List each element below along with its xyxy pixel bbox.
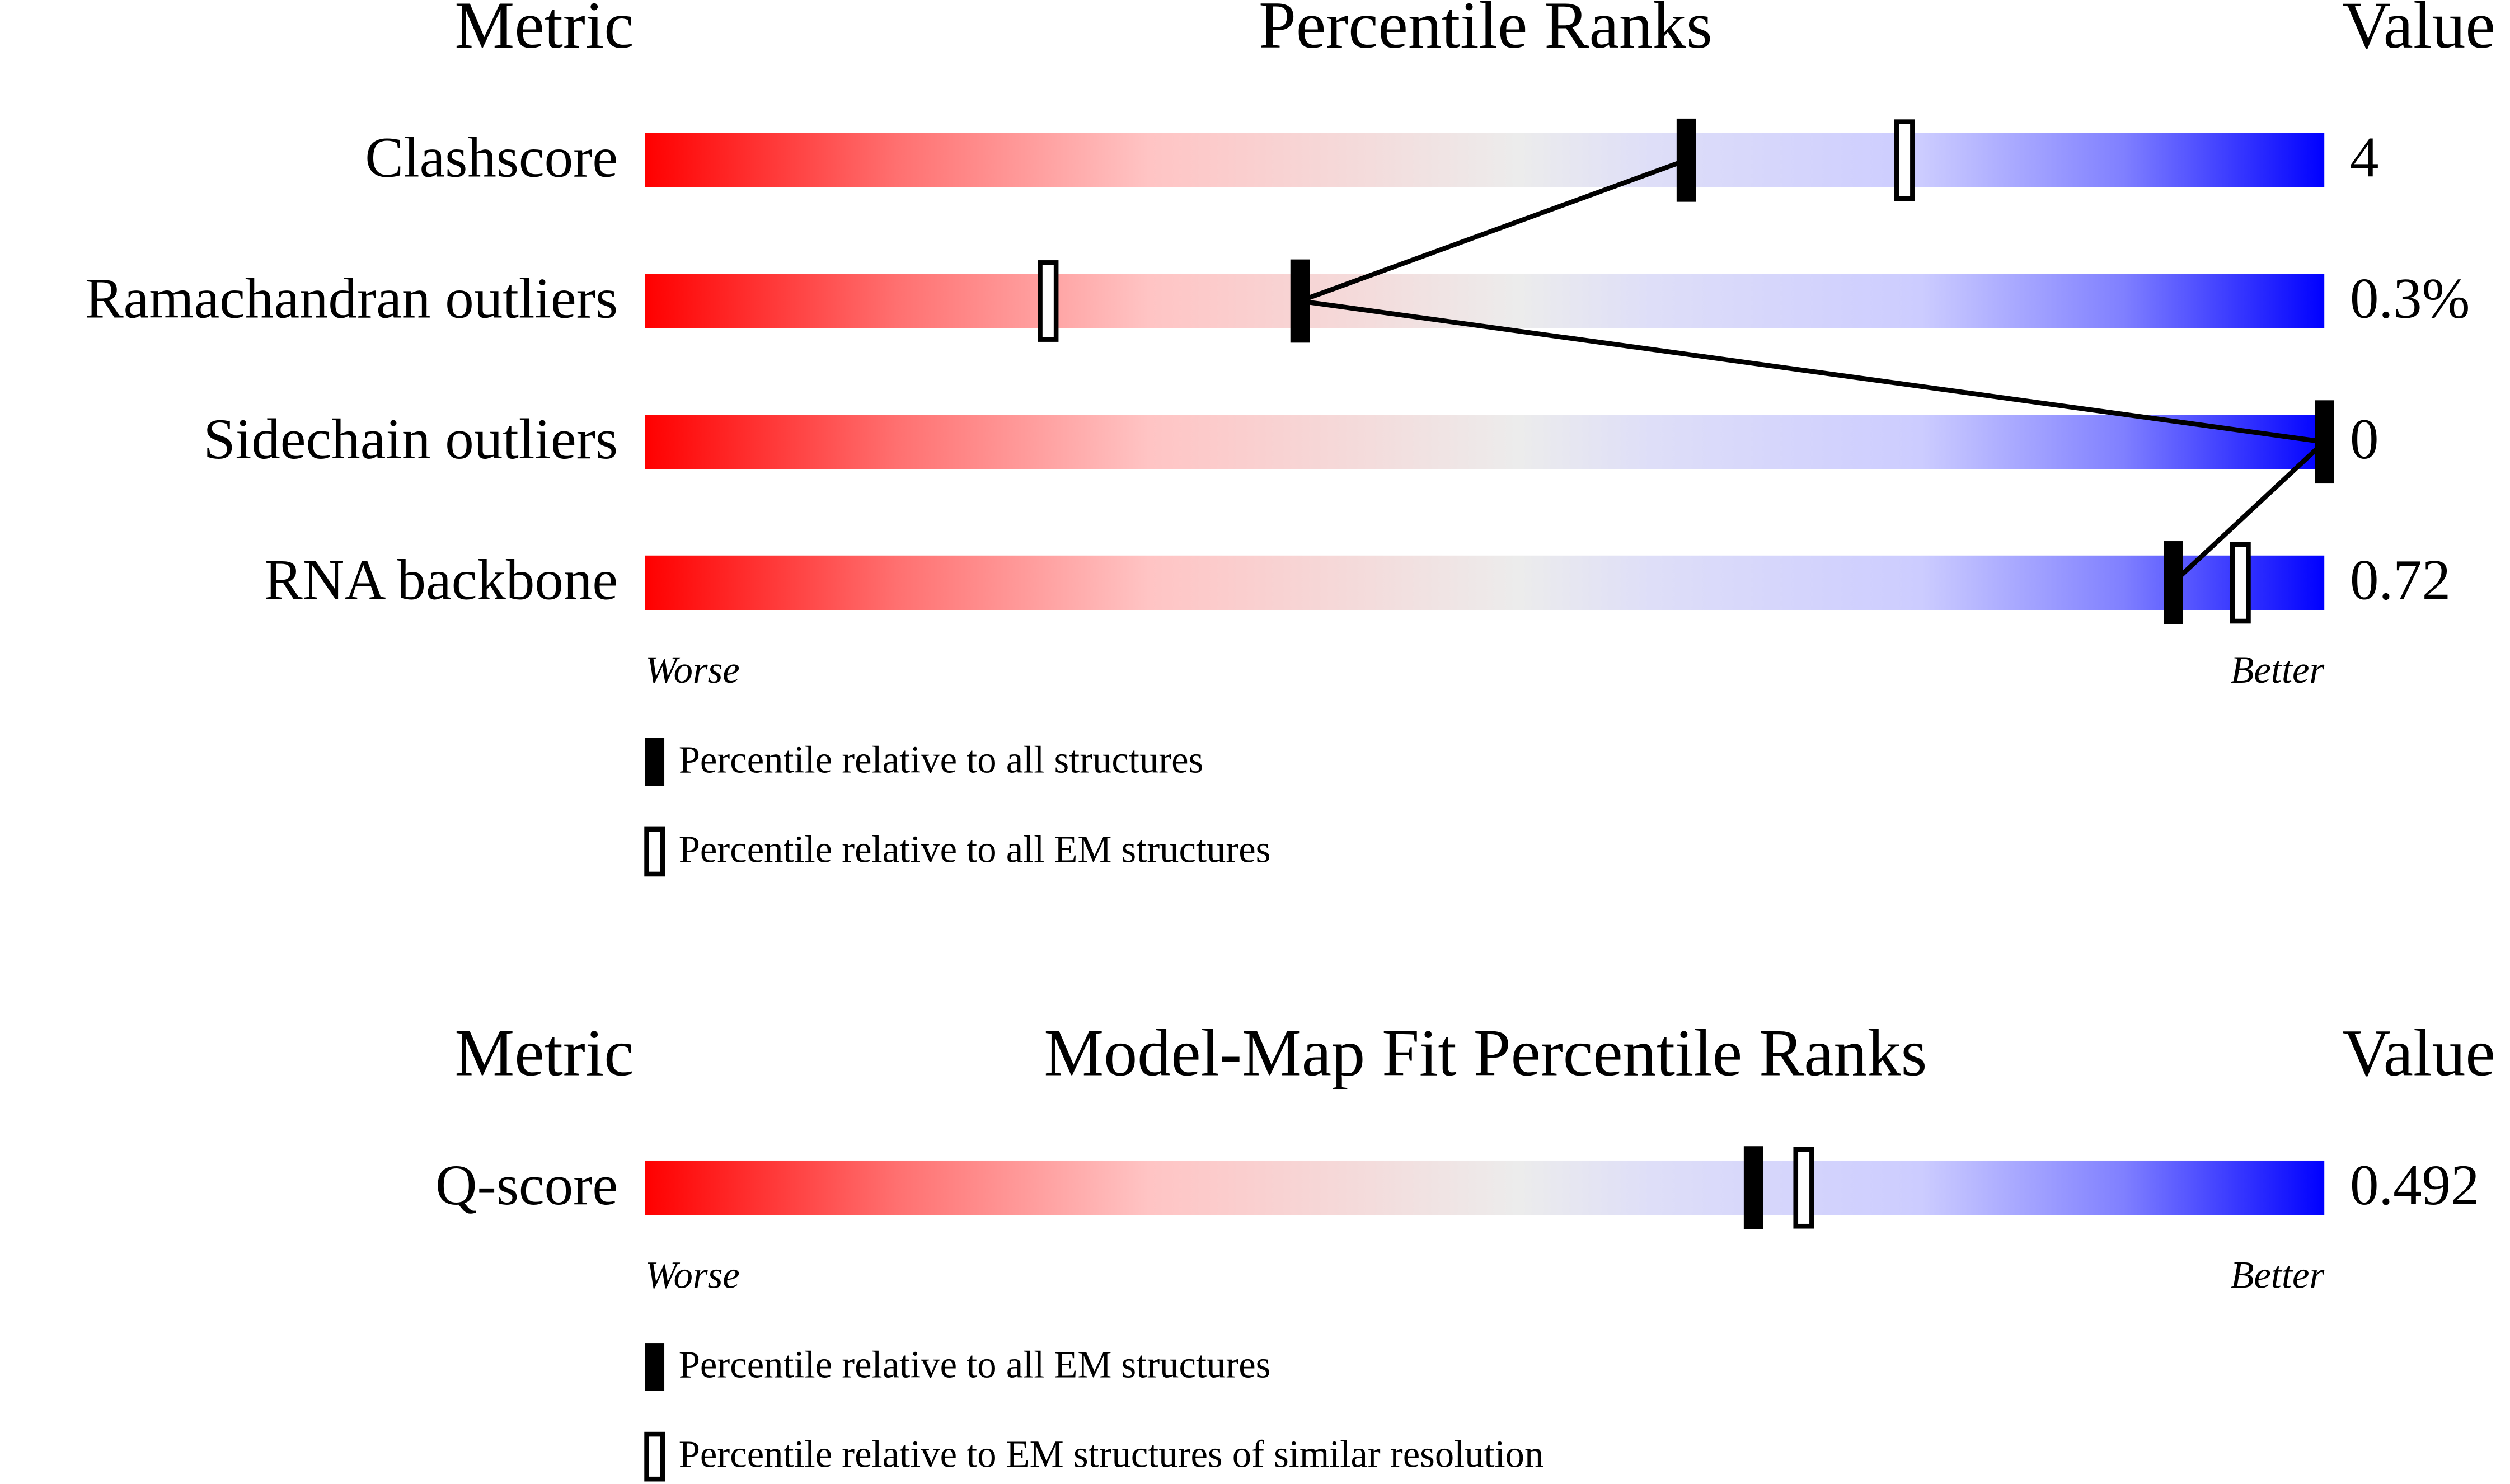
better-label: Better bbox=[2231, 1253, 2325, 1296]
header-metric: Metric bbox=[454, 0, 634, 62]
connector-line bbox=[1299, 298, 2325, 444]
header-title: Percentile Ranks bbox=[1259, 0, 1713, 62]
percentile-marker-filled bbox=[1290, 259, 1310, 343]
metric-label: RNA backbone bbox=[264, 548, 618, 612]
better-label: Better bbox=[2231, 649, 2325, 691]
legend-filled: Percentile relative to all EM structures bbox=[679, 1344, 1271, 1386]
worse-label: Worse bbox=[645, 1253, 740, 1296]
metric-value: 0.3% bbox=[2350, 266, 2470, 330]
percentile-marker-open bbox=[2230, 542, 2251, 624]
metric-value: 0.492 bbox=[2350, 1153, 2480, 1217]
percentile-marker-open bbox=[1793, 1147, 1814, 1229]
header-value: Value bbox=[2342, 1015, 2495, 1089]
header-value: Value bbox=[2342, 0, 2495, 62]
metric-label: Q-score bbox=[435, 1153, 618, 1217]
legend-swatch-open bbox=[644, 1431, 665, 1482]
gradient-bar bbox=[645, 274, 2325, 328]
percentile-marker-filled bbox=[1743, 1146, 1763, 1229]
percentile-marker-filled bbox=[2163, 541, 2183, 624]
percentile-marker-filled bbox=[2315, 400, 2334, 484]
metric-label: Clashscore bbox=[365, 126, 618, 190]
legend-swatch-filled bbox=[645, 1343, 665, 1391]
gradient-bar bbox=[645, 1160, 2325, 1215]
legend-swatch-filled bbox=[645, 738, 665, 786]
connector-line bbox=[2171, 440, 2326, 585]
metric-value: 0 bbox=[2350, 407, 2378, 471]
gradient-bar bbox=[645, 133, 2325, 187]
percentile-marker-open bbox=[1038, 260, 1059, 342]
header-title: Model-Map Fit Percentile Ranks bbox=[1044, 1015, 1927, 1089]
gradient-bar bbox=[645, 555, 2325, 610]
percentile-marker-filled bbox=[1676, 118, 1696, 202]
metric-label: Ramachandran outliers bbox=[85, 266, 618, 330]
worse-label: Worse bbox=[645, 649, 740, 691]
gradient-bar bbox=[645, 415, 2325, 469]
legend-open: Percentile relative to EM structures of … bbox=[679, 1433, 1544, 1476]
percentile-marker-open bbox=[1894, 119, 1915, 201]
metric-value: 0.72 bbox=[2350, 548, 2451, 612]
legend-open: Percentile relative to all EM structures bbox=[679, 828, 1271, 871]
connector-line bbox=[1299, 158, 1687, 304]
legend-filled: Percentile relative to all structures bbox=[679, 738, 1204, 781]
metric-value: 4 bbox=[2350, 126, 2378, 190]
metric-label: Sidechain outliers bbox=[203, 407, 618, 471]
legend-swatch-open bbox=[644, 826, 665, 877]
header-metric: Metric bbox=[454, 1015, 634, 1089]
